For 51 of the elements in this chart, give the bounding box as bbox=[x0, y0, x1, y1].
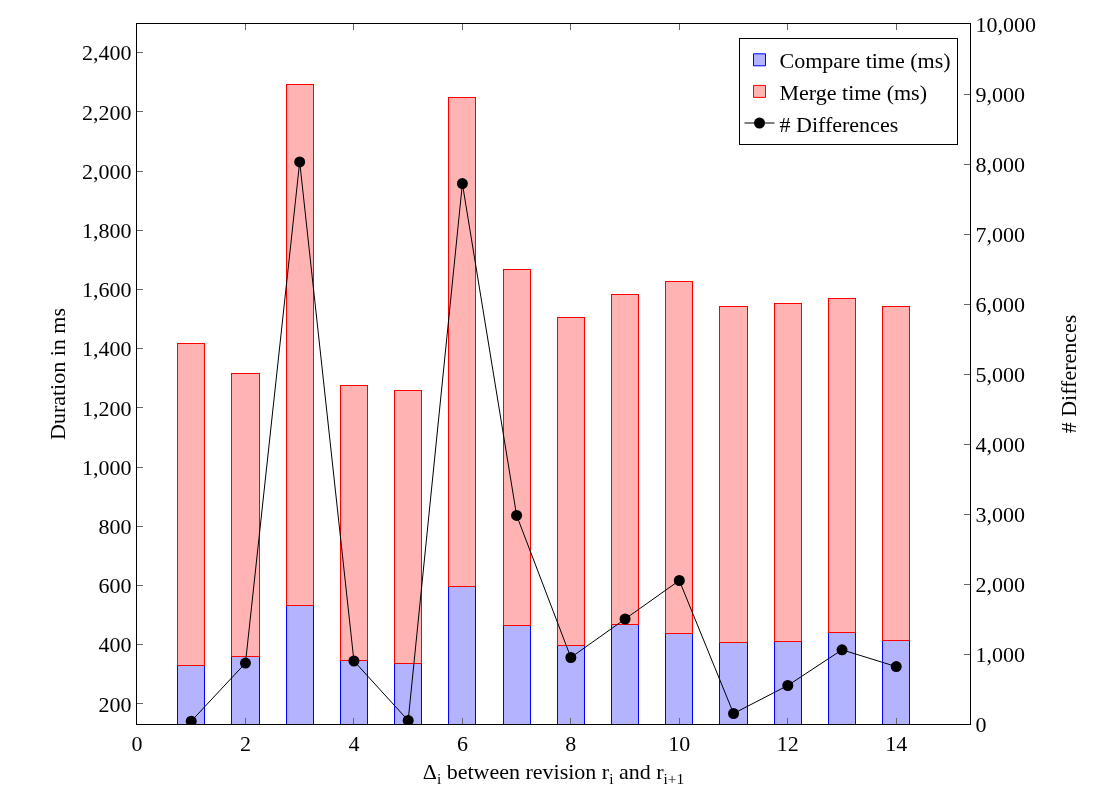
legend-label: # Differences bbox=[779, 111, 899, 137]
y-axis-title: Duration in ms bbox=[44, 308, 70, 440]
x-tick-label: 2 bbox=[239, 731, 251, 757]
point bbox=[619, 613, 631, 625]
y-tick-label: 600 bbox=[98, 573, 132, 599]
point bbox=[185, 715, 197, 724]
point bbox=[348, 655, 360, 667]
y2-tick-label: 6,000 bbox=[975, 291, 1025, 317]
y-tick-label: 2,000 bbox=[82, 158, 132, 184]
y-tick-label: 1,600 bbox=[82, 277, 132, 303]
x-tick-label: 8 bbox=[565, 731, 577, 757]
y-tick-label: 1,000 bbox=[82, 454, 132, 480]
y2-tick-label: 1,000 bbox=[975, 641, 1025, 667]
y2-tick-label: 5,000 bbox=[975, 361, 1025, 387]
y2-tick-label: 0 bbox=[975, 711, 987, 737]
x-tick-label: 4 bbox=[348, 731, 360, 757]
point bbox=[565, 652, 577, 663]
point bbox=[456, 178, 468, 190]
point bbox=[673, 575, 685, 586]
point bbox=[836, 644, 848, 656]
point bbox=[782, 680, 794, 691]
y-tick-label: 800 bbox=[98, 513, 132, 539]
y2-tick-label: 9,000 bbox=[975, 81, 1025, 107]
y2-tick-label: 7,000 bbox=[975, 221, 1025, 247]
y-tick-label: 200 bbox=[98, 691, 132, 717]
point bbox=[890, 661, 902, 673]
y2-axis-title: # Differences bbox=[1055, 314, 1081, 434]
y2-tick-label: 10,000 bbox=[975, 11, 1036, 37]
y-tick-label: 2,400 bbox=[82, 40, 132, 66]
y-tick-label: 1,200 bbox=[82, 395, 132, 421]
point bbox=[728, 708, 740, 719]
x-tick-label: 6 bbox=[456, 731, 468, 757]
x-tick-label: 0 bbox=[131, 731, 143, 757]
point bbox=[294, 156, 306, 168]
point bbox=[239, 657, 251, 669]
x-tick-label: 12 bbox=[776, 731, 799, 757]
y-tick-label: 2,200 bbox=[82, 99, 132, 125]
y2-tick-label: 3,000 bbox=[975, 501, 1025, 527]
legend-label: Compare time (ms) bbox=[779, 48, 951, 74]
legend-label: Merge time (ms) bbox=[779, 79, 927, 105]
y-tick-label: 1,800 bbox=[82, 218, 132, 243]
x-axis-title: Δ$_{i}$ between revision r$_{i}$ and r$_{i+1}$ bbox=[422, 759, 685, 787]
y-tick-label: 400 bbox=[98, 632, 132, 658]
x-tick-label: 14 bbox=[885, 731, 908, 757]
x-tick-label: 10 bbox=[668, 731, 691, 757]
y2-tick-label: 4,000 bbox=[975, 431, 1025, 457]
point bbox=[511, 509, 523, 521]
y2-tick-label: 2,000 bbox=[975, 571, 1025, 597]
y-tick-label: 1,400 bbox=[82, 336, 132, 362]
y2-tick-label: 8,000 bbox=[975, 151, 1025, 177]
point bbox=[402, 715, 414, 724]
